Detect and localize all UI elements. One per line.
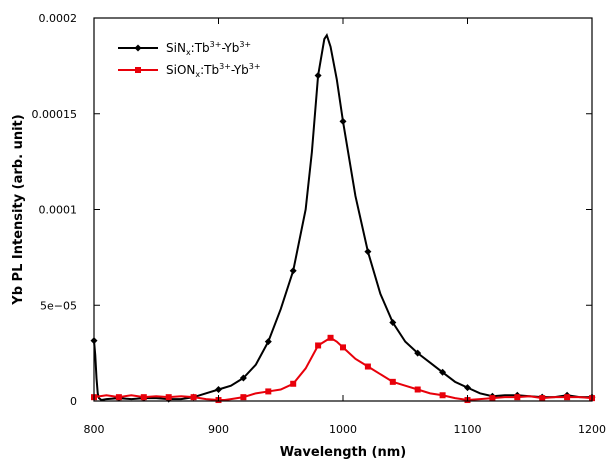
legend-superscript: 3+ <box>239 40 251 49</box>
y-tick-label: 0.0002 <box>39 12 78 25</box>
series-2-marker <box>140 394 147 401</box>
series-1-marker <box>364 248 372 256</box>
series-2 <box>91 334 595 404</box>
series-1-marker <box>289 267 297 275</box>
series-1-marker <box>464 384 471 392</box>
x-tick-label: 900 <box>208 423 229 436</box>
y-tick-label: 5e−05 <box>40 299 77 312</box>
axes-layer: 800 900 1000 1100 1200 0 5e−05 0.0001 0.00015 0.0… <box>32 12 607 436</box>
series-2-marker <box>315 342 322 349</box>
legend-subscript: x <box>186 48 191 57</box>
legend-item-2: SiONx:Tb3+-Yb3+ <box>118 62 261 79</box>
x-tick-label: 1100 <box>454 423 482 436</box>
series-2-line <box>93 336 593 402</box>
series-1-marker <box>215 386 222 394</box>
x-tick-label: 1200 <box>578 423 606 436</box>
legend-superscript: 3+ <box>210 40 222 49</box>
legend-text: SiN <box>166 41 186 55</box>
plot-layer <box>90 32 596 404</box>
legend-swatch-marker <box>135 67 141 73</box>
legend: SiNx:Tb3+-Yb3+SiONx:Tb3+-Yb3+ <box>118 40 261 79</box>
y-tick-label: 0 <box>70 395 77 408</box>
series-2-marker <box>539 395 546 402</box>
series-1-marker <box>414 349 422 357</box>
legend-swatch-marker <box>134 44 142 52</box>
legend-item-1: SiNx:Tb3+-Yb3+ <box>118 40 251 57</box>
legend-text: -Yb <box>221 41 239 55</box>
y-tick-label: 0.0001 <box>39 204 78 217</box>
x-axis-title: Wavelength (nm) <box>280 445 406 460</box>
legend-label: SiNx:Tb3+-Yb3+ <box>166 40 251 57</box>
series-2-marker <box>190 394 197 401</box>
series-2-marker <box>414 386 421 393</box>
series-2-marker <box>364 363 371 370</box>
legend-label: SiONx:Tb3+-Yb3+ <box>166 62 261 79</box>
x-tick-label: 1000 <box>329 423 357 436</box>
legend-text: :Tb <box>191 41 210 55</box>
series-2-marker <box>115 394 122 401</box>
series-2-marker <box>564 394 571 401</box>
series-1-marker <box>339 117 347 125</box>
series-2-marker <box>165 394 172 401</box>
legend-subscript: x <box>195 70 200 79</box>
series-2-marker <box>240 394 247 401</box>
series-2-marker <box>439 392 446 399</box>
series-2-marker <box>290 380 297 387</box>
series-1-marker <box>264 338 272 346</box>
series-1-marker <box>389 318 397 326</box>
legend-text: :Tb <box>200 63 219 77</box>
y-tick-label: 0.00015 <box>32 108 78 121</box>
series-2-marker <box>265 388 272 395</box>
series-1-marker <box>314 71 322 79</box>
legend-superscript: 3+ <box>249 62 261 71</box>
legend-text: SiON <box>166 63 195 77</box>
y-axis-title: Yb PL Intensity (arb. unit) <box>11 114 26 305</box>
series-2-marker <box>389 378 396 385</box>
series-1-marker <box>239 374 247 382</box>
series-1-marker <box>439 368 447 376</box>
legend-text: -Yb <box>231 63 249 77</box>
series-2-marker <box>327 334 334 341</box>
series-2-marker <box>340 344 346 351</box>
series-2-marker <box>489 395 496 402</box>
legend-superscript: 3+ <box>219 62 231 71</box>
x-tick-label: 800 <box>84 423 105 436</box>
series-2-marker <box>514 394 521 401</box>
